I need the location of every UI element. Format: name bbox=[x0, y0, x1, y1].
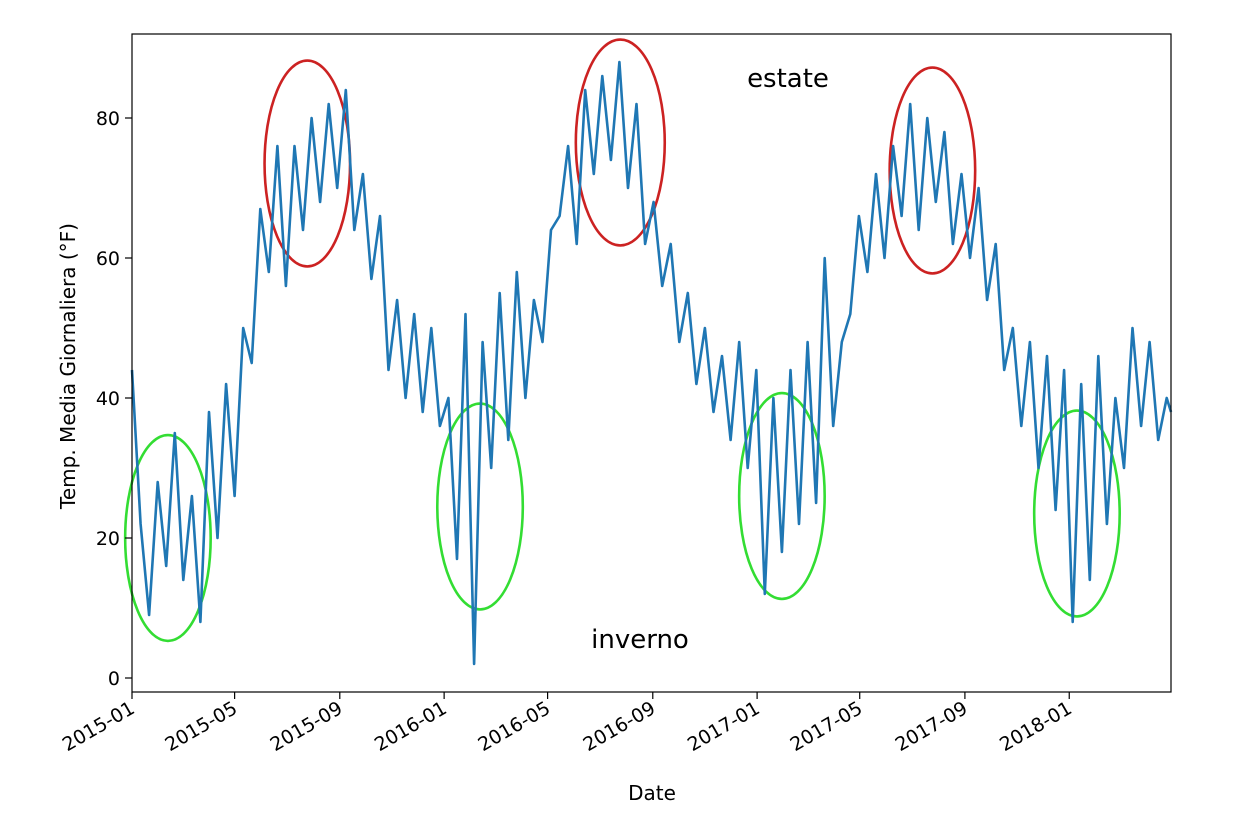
y-axis-title: Temp. Media Giornaliera (°F) bbox=[56, 223, 80, 510]
y-tick-label-20: 20 bbox=[96, 528, 120, 550]
x-axis: 2015-01 2015-05 2015-09 2016-01 2016-05 2016-… bbox=[59, 692, 1076, 756]
highlight-circle-summer-1 bbox=[574, 38, 667, 247]
x-tick-label-2015-05: 2015-05 bbox=[161, 697, 241, 756]
x-axis-title: Date bbox=[628, 781, 676, 805]
y-tick-label-0: 0 bbox=[108, 668, 120, 690]
x-tick-label-2018-01: 2018-01 bbox=[996, 697, 1076, 756]
x-tick-label-2017-09: 2017-09 bbox=[892, 697, 972, 756]
x-tick-label-2015-01: 2015-01 bbox=[59, 697, 139, 756]
y-axis: 0 20 40 60 80 bbox=[96, 108, 132, 690]
annotation-estate: estate bbox=[747, 64, 829, 94]
highlight-circle-winter-5 bbox=[737, 391, 826, 601]
x-tick-label-2017-05: 2017-05 bbox=[786, 697, 866, 756]
series-line-0 bbox=[130, 60, 1173, 666]
highlight-circle-winter-6 bbox=[1032, 409, 1121, 618]
y-tick-label-80: 80 bbox=[96, 108, 120, 130]
plot-frame bbox=[131, 33, 1172, 693]
series-layer bbox=[130, 60, 1173, 666]
y-tick-label-40: 40 bbox=[96, 388, 120, 410]
y-tick-label-60: 60 bbox=[96, 248, 120, 270]
x-tick-label-2016-01: 2016-01 bbox=[371, 697, 451, 756]
highlight-circle-summer-2 bbox=[888, 66, 977, 275]
x-tick-label-2016-05: 2016-05 bbox=[474, 697, 554, 756]
annotation-inverno: inverno bbox=[591, 625, 689, 655]
highlight-circles bbox=[123, 38, 1121, 643]
x-tick-label-2017-01: 2017-01 bbox=[684, 697, 764, 756]
x-tick-label-2016-09: 2016-09 bbox=[580, 697, 660, 756]
x-tick-label-2015-09: 2015-09 bbox=[267, 697, 347, 756]
